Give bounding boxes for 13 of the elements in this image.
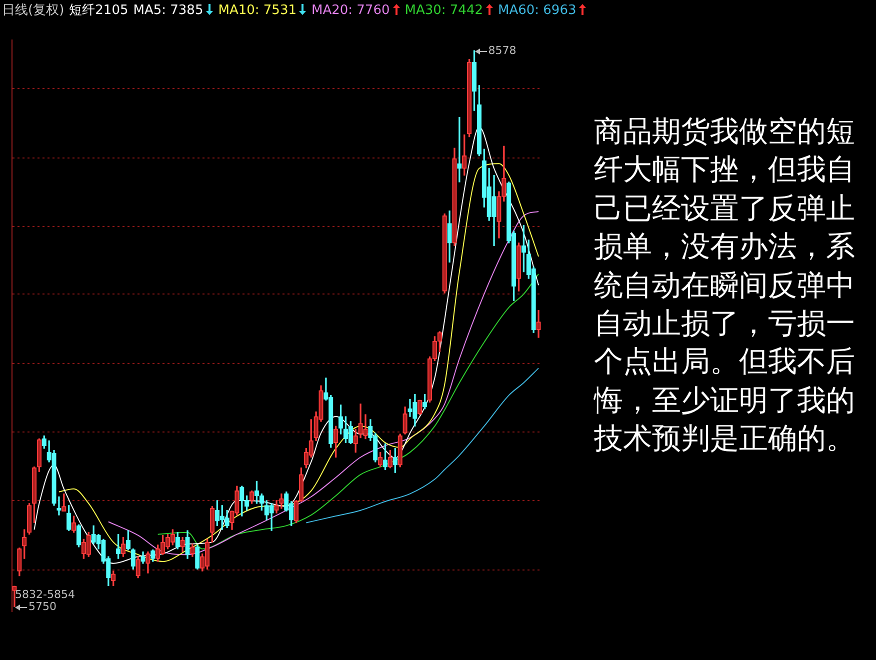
annotation: 8578 [488,44,516,57]
text: MA60: 6963 [498,2,576,18]
text: MA30: 7442 [404,2,483,18]
candlestick [12,586,17,608]
annotation: 5750 [28,600,56,613]
text: MA10: 7531 [218,2,296,18]
chart-subtitle: 短纤2105 [69,2,128,19]
annotation: 5832-5854 [15,588,75,601]
text: MA5: 7385 [133,2,204,18]
text: MA20: 7760 [311,2,390,18]
candlestick [457,116,462,182]
chart-title: 日线(复权) [2,2,64,19]
text: 商品期货我做空的短纤大幅下挫，但我自己已经设置了反弹止损单，没有办法，系统自动在瞬间反弹中自动止损了，亏损一个点出局。但我不后悔，至少证明了我的技术预判是正确的。 [594,114,855,456]
